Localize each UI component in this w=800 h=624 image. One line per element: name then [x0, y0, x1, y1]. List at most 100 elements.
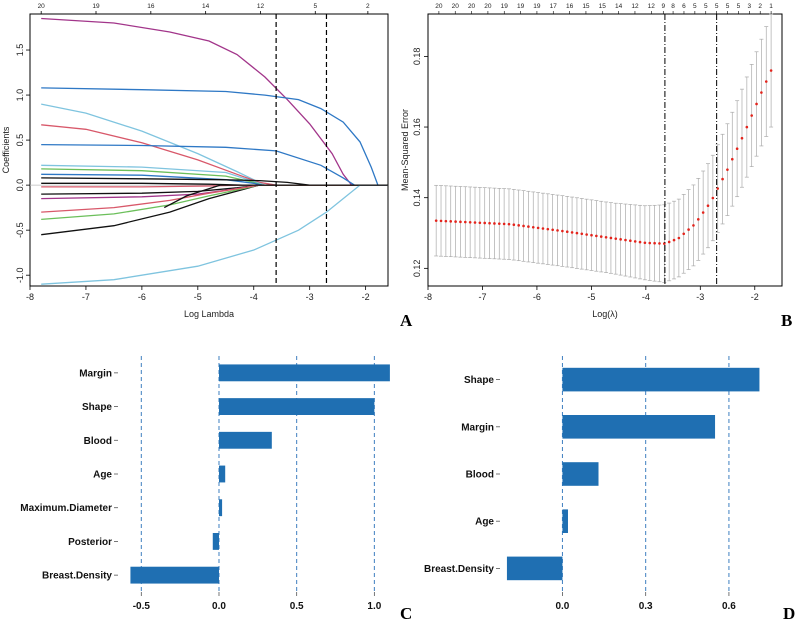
panel-a-x-tick-label: -5 [194, 292, 202, 302]
panel-b-top-tick-label: 1 [769, 3, 773, 10]
panel-b-mse-point [672, 238, 676, 242]
panel-d-category-label: Age [475, 517, 494, 528]
panel-c-category-label: Breast.Density [42, 571, 112, 582]
panel-b-mse-point [760, 91, 763, 94]
panel-b-mse-point [556, 229, 559, 232]
panel-b-mse-point [614, 237, 618, 240]
panel-b-mse-point [565, 230, 569, 233]
panel-b-mse-point [696, 218, 700, 221]
panel-b-mse-point [493, 222, 496, 225]
panel-b-mse-point [721, 177, 724, 181]
panel-c-bar-shape [218, 398, 375, 415]
panel-b-mse-point [643, 241, 647, 245]
panel-a-y-tick-label: 0.5 [15, 134, 25, 147]
panel-b-mse-point [726, 168, 729, 171]
panel-b-mse-point [667, 240, 671, 244]
panel-b-mse-point [595, 234, 598, 238]
panel-a-x-tick-label: -3 [306, 292, 314, 302]
panel-c-category-label: Blood [84, 436, 112, 447]
panel-c-coefficient-bars: Margin Shape Blood Age Maximum.Diameter Poste… [20, 356, 390, 612]
panel-b-mse-point [750, 114, 753, 117]
panel-b-y-tick-label: 0.18 [412, 48, 422, 66]
panel-b-mse-point [730, 157, 734, 161]
panel-b-mse-point [619, 238, 622, 241]
panel-b-mse-point [561, 229, 564, 233]
panel-b-top-tick-label: 20 [452, 3, 460, 10]
panel-b-mse-point [609, 236, 613, 240]
panel-c-category-label: Shape [82, 402, 112, 413]
panel-a-y-tick-label: 0.0 [15, 179, 25, 192]
panel-d-category-label: Breast.Density [424, 564, 494, 575]
panel-b-mse-point [478, 221, 482, 225]
panel-a-top-tick-label: 5 [313, 3, 317, 10]
panel-b-mse-point [531, 225, 535, 229]
panel-b-mse-point [701, 211, 705, 214]
panel-b-mse-point [517, 224, 520, 227]
panel-b-x-tick-label: -2 [751, 292, 759, 302]
panel-b-mse-point [570, 231, 574, 234]
panel-a-coef-path-17 [41, 184, 388, 285]
panel-b-y-axis-label: Mean-Squared Error [400, 109, 410, 191]
panel-a-x-tick-label: -8 [26, 292, 34, 302]
panel-b-top-tick-label: 12 [631, 3, 639, 10]
panel-b-x-tick-label: -4 [642, 292, 650, 302]
panel-b-top-tick-label: 19 [533, 3, 541, 10]
panel-b-top-tick-label: 16 [566, 3, 574, 10]
panel-b-mse-point [764, 80, 768, 83]
panel-a-coef-path-18 [163, 184, 388, 209]
panel-d-x-tick-label: 0.0 [555, 601, 569, 612]
panel-a-x-tick-label: -7 [82, 292, 90, 302]
panel-d-bar-age [562, 509, 568, 533]
panel-d-category-label: Margin [461, 422, 494, 433]
panel-b-mse-point [735, 147, 739, 150]
panel-c-bar-maximum-diameter [218, 499, 223, 517]
panel-c-x-tick-label: 0.5 [290, 601, 304, 612]
panel-b-mse-point [638, 240, 642, 244]
panel-b-mse-point [682, 232, 686, 236]
panel-b-top-tick-label: 5 [737, 3, 741, 10]
panel-b-top-tick-label: 15 [582, 3, 590, 10]
panel-a-top-tick-label: 14 [202, 3, 210, 10]
panel-c-x-tick-label: -0.5 [133, 601, 151, 612]
panel-b-mse-point [711, 196, 715, 200]
panel-a-y-axis-label: Coefficients [1, 126, 11, 173]
panel-letter-b: B [781, 311, 792, 330]
panel-b-mse-point [536, 226, 540, 230]
panel-b-mse-point [677, 236, 681, 240]
panel-a-top-tick-label: 19 [92, 3, 100, 10]
panel-b-mse-point [692, 224, 695, 227]
panel-d-bar-breast-density [506, 556, 563, 581]
panel-b-mse-point [648, 241, 652, 245]
panel-b-mse-point [585, 233, 588, 236]
panel-b-top-tick-label: 6 [682, 3, 686, 10]
panel-b-mse-point [483, 221, 487, 225]
panel-a-coef-path-1 [41, 17, 388, 186]
panel-b-mse-point [463, 220, 467, 224]
panel-b-top-tick-label: 12 [648, 3, 656, 10]
panel-c-bar-margin [218, 364, 390, 382]
panel-letter-c: C [400, 604, 412, 623]
panel-b-top-tick-label: 19 [501, 3, 509, 10]
panel-b-mse-point [449, 220, 453, 223]
panel-a-x-axis-label: Log Lambda [184, 309, 234, 319]
panel-a-coef-path-16 [41, 184, 388, 213]
panel-d-x-tick-label: 0.3 [639, 601, 653, 612]
panel-b-mse-point [740, 136, 744, 140]
panel-b-x-tick-label: -6 [533, 292, 541, 302]
panel-a-y-tick-label: 1.5 [15, 44, 25, 57]
panel-b-mse-point [488, 221, 491, 225]
panel-b-mse-point [444, 219, 448, 223]
panel-a-frame [29, 13, 389, 287]
panel-c-bar-breast-density [130, 566, 219, 584]
panel-a-coef-path-2 [41, 87, 388, 186]
panel-a-y-tick-label: 1.0 [15, 89, 25, 102]
panel-b-top-tick-label: 2 [758, 3, 762, 10]
panel-b-mse-point [551, 228, 554, 232]
panel-b-mse-point [633, 240, 637, 243]
panel-d-category-label: Shape [464, 375, 494, 386]
panel-b-top-tick-label: 5 [693, 3, 697, 10]
panel-c-category-label: Maximum.Diameter [20, 503, 112, 514]
panel-b-top-tick-label: 5 [704, 3, 708, 10]
panel-c-bar-posterior [212, 533, 219, 550]
